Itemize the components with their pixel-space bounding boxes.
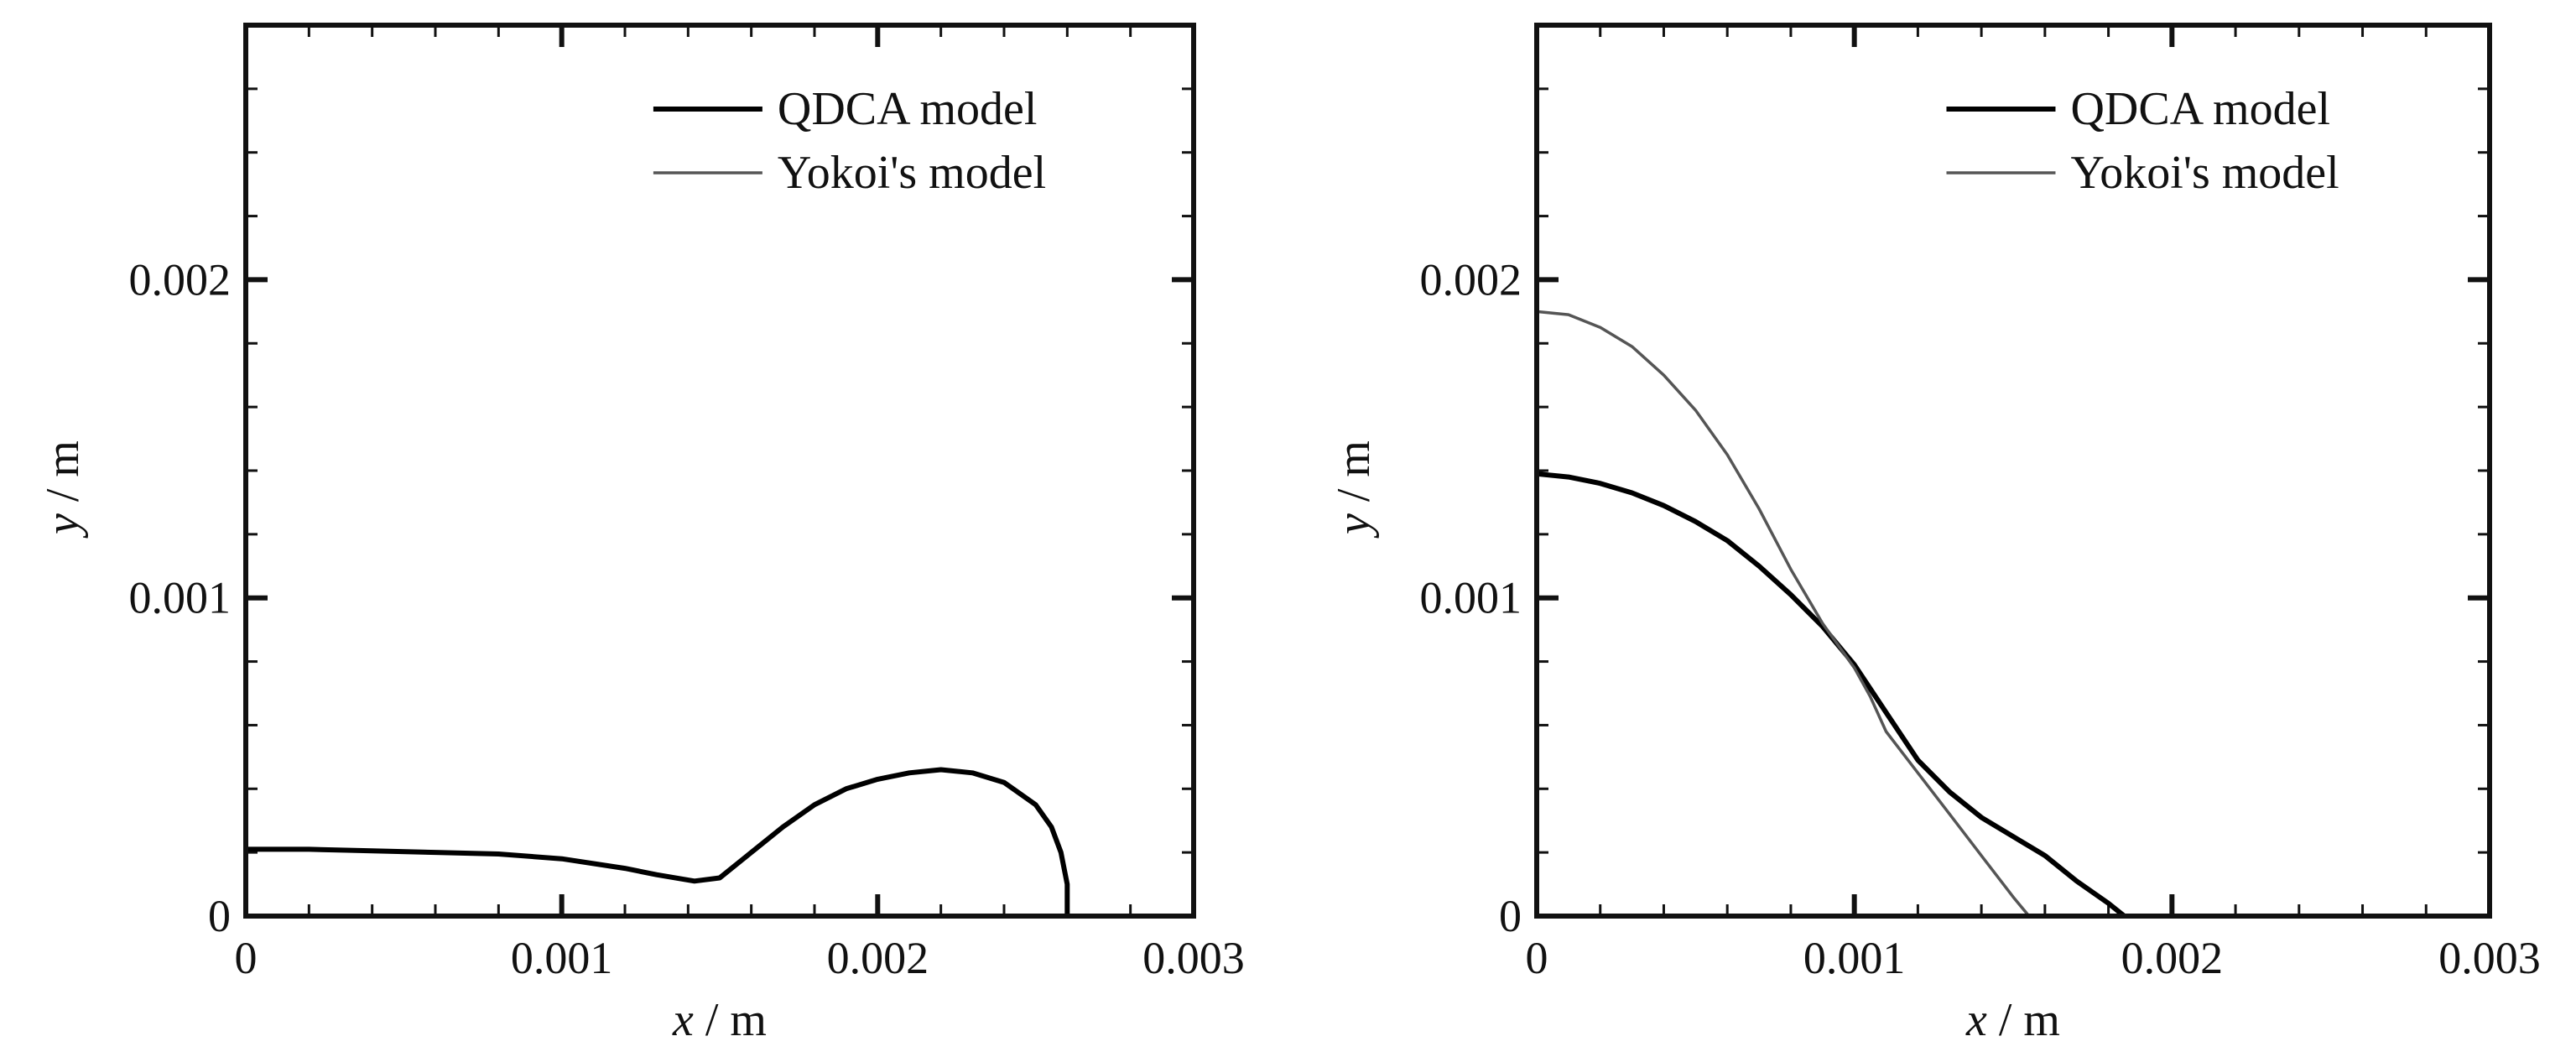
y-axis-label: y / m bbox=[37, 440, 89, 539]
legend-label: Yokoi's model bbox=[778, 147, 1046, 199]
x-axis-label: x / m bbox=[672, 994, 767, 1046]
legend-label: QDCA model bbox=[2070, 83, 2330, 135]
x-tick-label: 0.003 bbox=[2438, 933, 2541, 983]
plot-frame bbox=[1534, 23, 2492, 919]
series-yokoi-line bbox=[1535, 310, 2031, 918]
x-tick-label: 0.002 bbox=[2121, 933, 2224, 983]
y-tick-label: 0 bbox=[1499, 891, 1522, 941]
x-tick-label: 0.001 bbox=[1803, 933, 1906, 983]
legend-label: Yokoi's model bbox=[2070, 147, 2339, 199]
right-panel: 0 0.001 0.002 0.003 0 0.001 0.002 QDCA model Yok… bbox=[1328, 23, 2541, 1046]
x-axis-label: x / m bbox=[1965, 994, 2060, 1046]
series-qdca-line bbox=[243, 767, 1070, 919]
x-tick-label: 0.003 bbox=[1142, 933, 1245, 983]
y-tick-label: 0 bbox=[208, 891, 231, 941]
y-tick-label: 0.002 bbox=[129, 254, 232, 305]
y-tick-label: 0.001 bbox=[129, 573, 232, 623]
left-panel: 0 0.001 0.002 0.003 0 0.001 0.002 QDCA model Yok… bbox=[37, 23, 1245, 1046]
y-axis-label: y / m bbox=[1328, 440, 1380, 539]
plot-frame bbox=[243, 23, 1196, 919]
x-tick-label: 0.001 bbox=[511, 933, 613, 983]
y-tick-label: 0.001 bbox=[1420, 573, 1522, 623]
x-tick-label: 0 bbox=[1526, 933, 1548, 983]
legend-label: QDCA model bbox=[778, 83, 1038, 135]
series-qdca-line bbox=[1534, 471, 2127, 919]
y-tick-label: 0.002 bbox=[1420, 254, 1522, 305]
x-tick-label: 0 bbox=[235, 933, 258, 983]
x-tick-label: 0.002 bbox=[827, 933, 929, 983]
